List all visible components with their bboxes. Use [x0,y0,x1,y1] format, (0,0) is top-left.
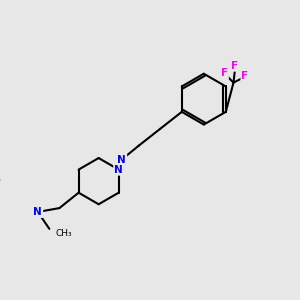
Text: N: N [114,165,123,175]
Text: CH₃: CH₃ [56,229,72,238]
Text: F: F [232,61,238,70]
Text: F: F [242,71,249,81]
Text: N: N [117,154,126,165]
Text: N: N [33,207,42,217]
Text: F: F [221,68,228,78]
